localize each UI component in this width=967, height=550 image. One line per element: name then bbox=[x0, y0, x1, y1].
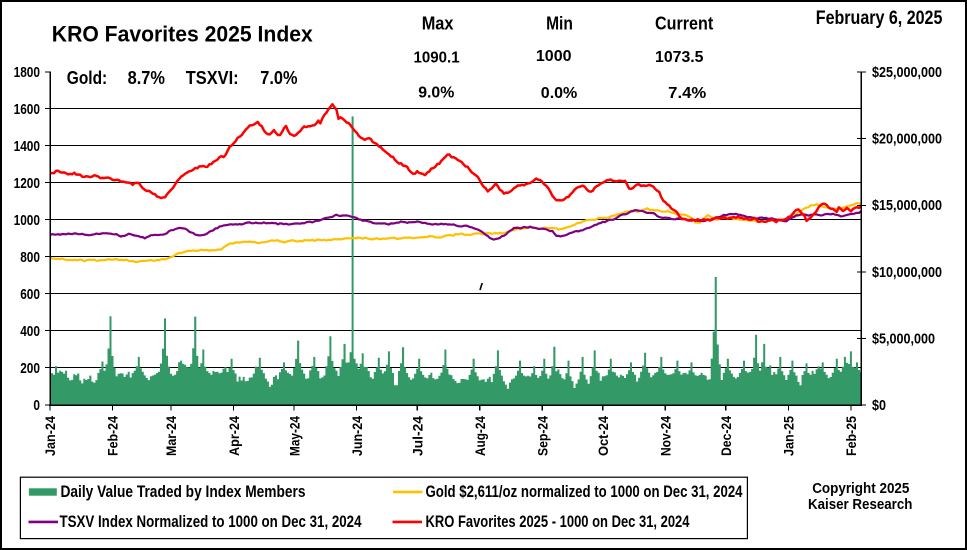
svg-text:May-24: May-24 bbox=[286, 416, 302, 456]
svg-text:Current: Current bbox=[655, 14, 713, 34]
svg-text:$25,000,000: $25,000,000 bbox=[872, 65, 942, 81]
svg-text:1400: 1400 bbox=[14, 139, 40, 155]
svg-text:TSXV Index Normalized to 1000: TSXV Index Normalized to 1000 on Dec 31,… bbox=[60, 513, 363, 531]
svg-text:Apr-24: Apr-24 bbox=[226, 416, 242, 456]
svg-text:Aug-24: Aug-24 bbox=[472, 416, 488, 456]
svg-text:1200: 1200 bbox=[14, 176, 40, 192]
svg-text:$15,000,000: $15,000,000 bbox=[872, 198, 942, 214]
svg-text:Min: Min bbox=[546, 14, 573, 34]
svg-text:0.0%: 0.0% bbox=[541, 85, 578, 102]
svg-text:1000: 1000 bbox=[14, 213, 40, 229]
svg-text:Gold:: Gold: bbox=[67, 68, 107, 88]
svg-text:$0: $0 bbox=[872, 398, 886, 414]
svg-text:$5,000,000: $5,000,000 bbox=[872, 331, 935, 347]
svg-text:Copyright 2025: Copyright 2025 bbox=[812, 481, 909, 497]
svg-text:1073.5: 1073.5 bbox=[655, 49, 704, 66]
svg-text:Daily Value Traded by Index Me: Daily Value Traded by Index Members bbox=[61, 483, 306, 501]
svg-text:KRO Favorites 2025 - 1000 on D: KRO Favorites 2025 - 1000 on Dec 31, 202… bbox=[426, 513, 691, 531]
svg-text:Jan-24: Jan-24 bbox=[42, 416, 58, 456]
svg-text:KRO Favorites 2025 Index: KRO Favorites 2025 Index bbox=[52, 22, 313, 47]
svg-text:1600: 1600 bbox=[14, 102, 40, 118]
svg-text:600: 600 bbox=[20, 287, 40, 303]
svg-text:200: 200 bbox=[20, 361, 40, 377]
svg-text:1000: 1000 bbox=[536, 48, 572, 65]
svg-text:Sep-24: Sep-24 bbox=[534, 416, 550, 456]
svg-text:Dec-24: Dec-24 bbox=[718, 416, 734, 456]
svg-text:Nov-24: Nov-24 bbox=[658, 416, 674, 456]
svg-text:Jan-25: Jan-25 bbox=[781, 416, 797, 456]
svg-text:1090.1: 1090.1 bbox=[414, 50, 460, 67]
svg-text:1800: 1800 bbox=[14, 65, 40, 81]
svg-text:Jul-24: Jul-24 bbox=[409, 416, 425, 456]
svg-text:9.0%: 9.0% bbox=[418, 85, 454, 102]
svg-text:Feb-25: Feb-25 bbox=[843, 416, 859, 456]
svg-text:Feb-24: Feb-24 bbox=[105, 416, 121, 456]
svg-text:Kaiser Research: Kaiser Research bbox=[808, 497, 912, 513]
svg-text:February 6, 2025: February 6, 2025 bbox=[816, 8, 943, 29]
svg-text:8.7%: 8.7% bbox=[128, 68, 165, 88]
svg-text:Mar-24: Mar-24 bbox=[163, 416, 179, 456]
svg-text:Oct-24: Oct-24 bbox=[595, 416, 611, 456]
svg-text:400: 400 bbox=[20, 324, 40, 340]
svg-text:TSXVI:: TSXVI: bbox=[186, 68, 239, 88]
svg-text:Gold $2,611/oz normalized to 1: Gold $2,611/oz normalized to 1000 on Dec… bbox=[426, 483, 744, 501]
svg-text:$10,000,000: $10,000,000 bbox=[872, 265, 942, 281]
svg-text:$20,000,000: $20,000,000 bbox=[872, 132, 942, 148]
svg-text:7.4%: 7.4% bbox=[668, 85, 706, 102]
svg-text:Max: Max bbox=[422, 14, 454, 34]
svg-text:0: 0 bbox=[33, 398, 40, 414]
svg-text:7.0%: 7.0% bbox=[260, 68, 297, 88]
svg-text:800: 800 bbox=[20, 250, 40, 266]
svg-text:Jun-24: Jun-24 bbox=[349, 416, 365, 456]
